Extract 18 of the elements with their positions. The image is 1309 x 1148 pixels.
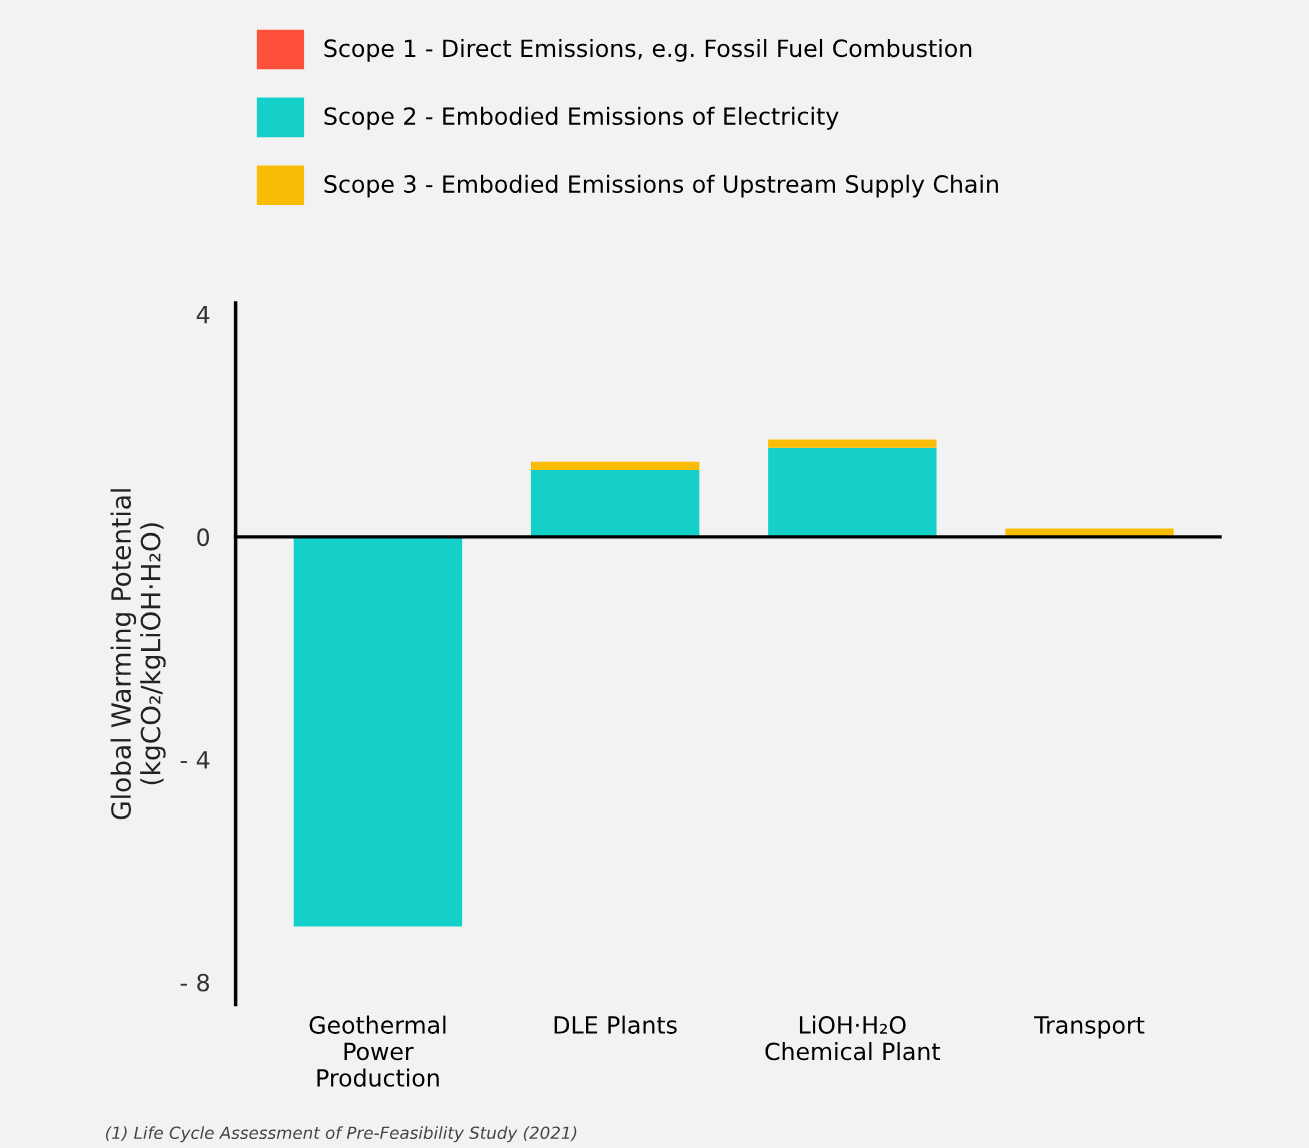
bar: [768, 439, 937, 448]
bar: [530, 461, 700, 471]
text: (1) Life Cycle Assessment of Pre-Feasibility Study (2021): [106, 1126, 577, 1143]
legend-label: Scope 3 - Embodied Emissions of Upstream Supply Chain: [324, 174, 998, 198]
legend-label: Scope 1 - Direct Emissions, e.g. Fossil Fuel Combustion: [324, 38, 972, 62]
legend-label: Scope 2 - Embodied Emissions of Electricity: [324, 106, 839, 130]
y-tick-label: - 4: [180, 751, 210, 769]
y-tick-label: - 8: [180, 973, 210, 992]
x-tick-label: Geothermal Power Production: [309, 1015, 446, 1087]
y-tick-label: 4: [196, 305, 210, 324]
bar: [293, 536, 463, 927]
x-tick-label: DLE Plants: [554, 1015, 677, 1034]
y-tick-label: 0: [197, 528, 210, 547]
bar: [530, 470, 700, 537]
x-tick-label: Transport: [1034, 1016, 1145, 1039]
y-axis-title: Global Warming Potential (kgCO₂/kgLiOH·H₂O): [110, 489, 166, 820]
x-tick-label: LiOH·H₂O Chemical Plant: [765, 1015, 941, 1061]
bar: [768, 447, 937, 537]
